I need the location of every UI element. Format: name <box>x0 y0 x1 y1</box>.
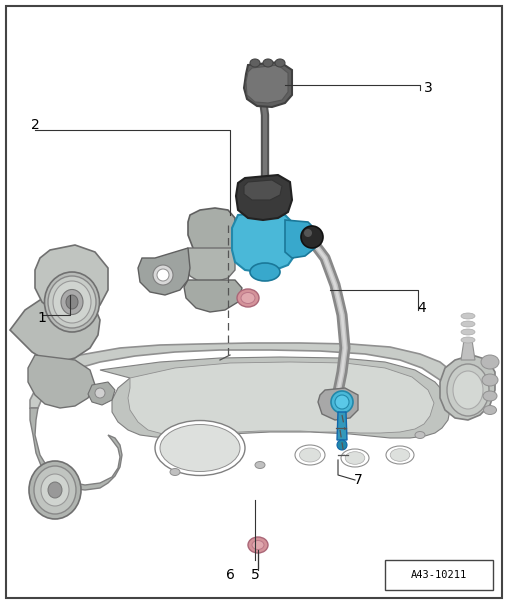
Polygon shape <box>188 208 235 258</box>
Ellipse shape <box>170 469 180 475</box>
Ellipse shape <box>335 395 349 409</box>
Ellipse shape <box>53 281 91 323</box>
Ellipse shape <box>29 461 81 519</box>
Ellipse shape <box>300 448 321 462</box>
Ellipse shape <box>153 265 173 285</box>
Ellipse shape <box>275 59 285 67</box>
Ellipse shape <box>48 276 96 328</box>
Ellipse shape <box>386 446 414 464</box>
Polygon shape <box>28 355 95 408</box>
Ellipse shape <box>304 229 312 237</box>
Polygon shape <box>184 280 242 312</box>
Polygon shape <box>244 62 292 107</box>
Ellipse shape <box>61 289 83 315</box>
Text: 5: 5 <box>250 568 260 582</box>
Polygon shape <box>100 357 450 438</box>
Ellipse shape <box>341 449 369 467</box>
Ellipse shape <box>66 295 78 309</box>
Ellipse shape <box>263 59 273 67</box>
Ellipse shape <box>157 269 169 281</box>
Polygon shape <box>232 212 295 272</box>
Ellipse shape <box>481 355 499 369</box>
Ellipse shape <box>447 364 489 416</box>
Ellipse shape <box>241 292 255 303</box>
FancyBboxPatch shape <box>385 560 493 590</box>
Polygon shape <box>128 362 434 435</box>
Text: A43-10211: A43-10211 <box>411 570 467 580</box>
Ellipse shape <box>453 371 483 409</box>
Ellipse shape <box>45 272 100 332</box>
Text: 1: 1 <box>38 311 46 325</box>
Ellipse shape <box>483 391 497 401</box>
Ellipse shape <box>482 374 498 386</box>
Ellipse shape <box>461 329 475 335</box>
Ellipse shape <box>252 541 264 550</box>
Ellipse shape <box>237 289 259 307</box>
Ellipse shape <box>461 337 475 343</box>
Ellipse shape <box>250 263 280 281</box>
Polygon shape <box>35 245 108 315</box>
Polygon shape <box>246 65 288 103</box>
Ellipse shape <box>255 461 265 469</box>
Polygon shape <box>236 175 292 220</box>
Text: 7: 7 <box>354 473 362 487</box>
Ellipse shape <box>250 59 260 67</box>
Polygon shape <box>244 180 282 200</box>
Ellipse shape <box>295 445 325 465</box>
Ellipse shape <box>345 452 365 464</box>
Ellipse shape <box>95 388 105 398</box>
Text: 2: 2 <box>30 118 40 132</box>
Ellipse shape <box>301 226 323 248</box>
Ellipse shape <box>337 440 347 450</box>
Polygon shape <box>138 248 190 295</box>
Polygon shape <box>88 382 115 405</box>
Text: 4: 4 <box>418 301 426 315</box>
Ellipse shape <box>331 391 353 413</box>
Polygon shape <box>30 408 122 490</box>
Polygon shape <box>285 220 318 258</box>
Polygon shape <box>337 412 347 440</box>
Text: 3: 3 <box>424 81 432 95</box>
Polygon shape <box>318 388 358 420</box>
Polygon shape <box>440 355 495 420</box>
Polygon shape <box>461 340 475 360</box>
Ellipse shape <box>34 466 76 514</box>
Text: 6: 6 <box>226 568 234 582</box>
Ellipse shape <box>41 474 69 506</box>
Ellipse shape <box>248 537 268 553</box>
Polygon shape <box>10 295 100 362</box>
Ellipse shape <box>48 482 62 498</box>
Ellipse shape <box>155 420 245 475</box>
Ellipse shape <box>484 405 496 414</box>
Polygon shape <box>186 248 235 282</box>
Ellipse shape <box>390 449 410 461</box>
Ellipse shape <box>461 321 475 327</box>
Ellipse shape <box>415 431 425 439</box>
Ellipse shape <box>160 425 240 472</box>
Polygon shape <box>30 343 465 408</box>
Ellipse shape <box>461 313 475 319</box>
